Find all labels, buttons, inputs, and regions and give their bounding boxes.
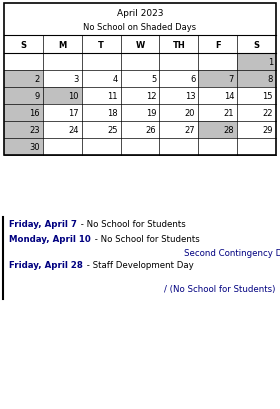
Text: 27: 27 [185, 126, 195, 135]
Text: 28: 28 [223, 126, 234, 135]
Text: - No School for Students: - No School for Students [78, 220, 186, 229]
Text: / (No School for Students): / (No School for Students) [164, 285, 275, 294]
Text: 16: 16 [29, 109, 40, 118]
Text: Second Contingency Day (if needed): Second Contingency Day (if needed) [184, 248, 280, 257]
Text: 19: 19 [146, 109, 157, 118]
Text: F: F [215, 40, 221, 49]
Bar [4, 71, 43, 88]
Text: 29: 29 [262, 126, 273, 135]
Text: 2: 2 [35, 75, 40, 84]
Text: S: S [20, 40, 26, 49]
Bar [4, 88, 43, 105]
Text: 13: 13 [185, 92, 195, 101]
Text: W: W [135, 40, 145, 49]
Text: 12: 12 [146, 92, 157, 101]
Text: 25: 25 [107, 126, 118, 135]
Text: M: M [58, 40, 66, 49]
Text: 24: 24 [68, 126, 79, 135]
Text: 6: 6 [190, 75, 195, 84]
Bar [4, 4, 276, 155]
Text: TH: TH [172, 40, 185, 49]
Text: 9: 9 [35, 92, 40, 101]
Text: 10: 10 [68, 92, 79, 101]
Bar [198, 71, 237, 88]
Text: 4: 4 [112, 75, 118, 84]
Text: No School on Shaded Days: No School on Shaded Days [83, 22, 197, 31]
Text: 22: 22 [262, 109, 273, 118]
Text: Friday, April 28: Friday, April 28 [9, 261, 83, 270]
Text: - No School for Students: - No School for Students [92, 235, 199, 244]
Bar [237, 71, 276, 88]
Text: April 2023: April 2023 [117, 9, 163, 18]
Text: 23: 23 [29, 126, 40, 135]
Text: S: S [254, 40, 260, 49]
Text: 8: 8 [268, 75, 273, 84]
Text: 20: 20 [185, 109, 195, 118]
Text: 17: 17 [68, 109, 79, 118]
Text: T: T [98, 40, 104, 49]
Bar [237, 54, 276, 71]
Text: 11: 11 [107, 92, 118, 101]
Bar [4, 105, 43, 122]
Text: 30: 30 [29, 143, 40, 152]
Bar [4, 122, 43, 139]
Text: 26: 26 [146, 126, 157, 135]
Text: Monday, April 10: Monday, April 10 [9, 235, 91, 244]
Text: - Staff Development Day: - Staff Development Day [84, 261, 194, 270]
Text: 14: 14 [224, 92, 234, 101]
Text: 1: 1 [268, 58, 273, 67]
Bar [4, 139, 43, 155]
Text: 21: 21 [224, 109, 234, 118]
Text: 15: 15 [262, 92, 273, 101]
Text: 7: 7 [229, 75, 234, 84]
Bar [198, 122, 237, 139]
Text: Friday, April 7: Friday, April 7 [9, 220, 77, 229]
Text: 3: 3 [73, 75, 79, 84]
Bar [43, 88, 82, 105]
Text: 5: 5 [151, 75, 157, 84]
Text: 18: 18 [107, 109, 118, 118]
